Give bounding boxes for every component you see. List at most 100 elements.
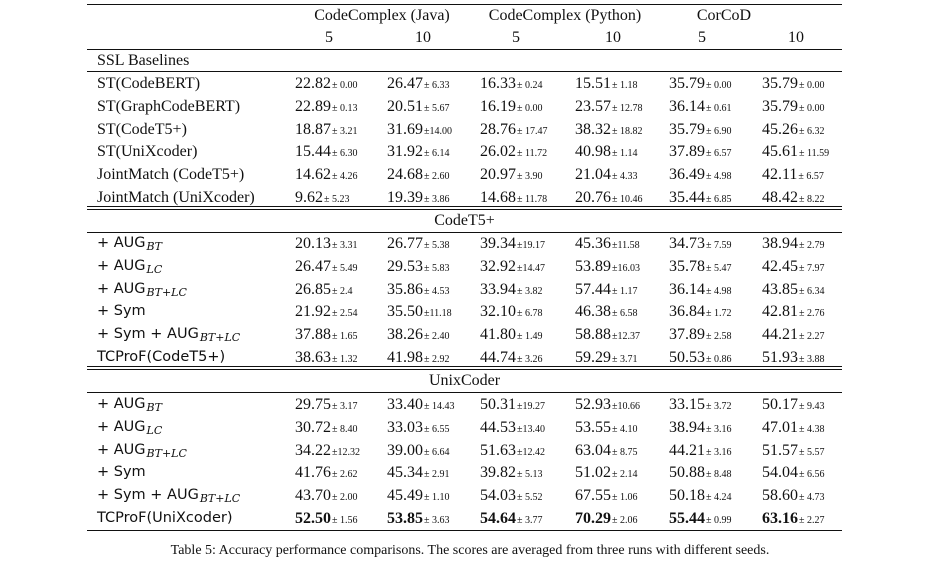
score-mean: 58.88: [575, 326, 611, 344]
score-std: ± 3.26: [517, 354, 543, 365]
score-std: ± 3.77: [517, 515, 543, 526]
score-mean: 16.19: [480, 97, 516, 115]
score-cell: 41.80± 1.49: [480, 323, 543, 346]
section-title: UnixCoder: [428, 372, 501, 389]
score-cell: 57.44± 1.17: [575, 278, 638, 301]
table-caption: Table 5: Accuracy performance comparison…: [170, 543, 770, 558]
score-cell: 39.00± 6.64: [387, 439, 450, 462]
score-mean: 35.86: [387, 280, 423, 298]
score-mean: 43.70: [295, 487, 331, 505]
score-std: ± 3.16: [706, 446, 732, 458]
score-mean: 48.42: [762, 189, 798, 206]
table-row: + Sym + AUGBT+LC 37.88± 1.65 38.26± 2.40 41…: [87, 323, 842, 346]
score-std: ± 1.56: [332, 515, 358, 526]
score-std: ±12.37: [612, 331, 640, 343]
section-rule: [87, 71, 842, 72]
table-row: + AUGBT+LC 26.85± 2.4 35.86± 4.53 33.94± 3.…: [87, 278, 842, 301]
row-label: + AUGBT+LC: [97, 278, 187, 301]
score-std: ±12.32: [332, 446, 360, 458]
score-cell: 44.53±13.40: [480, 416, 545, 439]
table-row: + AUGLC 30.72± 8.40 33.03± 6.55 44.53±13.40…: [87, 416, 842, 439]
score-std: ± 3.82: [517, 285, 543, 297]
score-std: ± 2.79: [799, 240, 825, 251]
score-mean: 53.85: [387, 510, 423, 527]
row-label-text: ST(UniXcoder): [97, 143, 198, 161]
section-title: SSL Baselines: [97, 52, 190, 69]
score-mean: 31.69: [387, 120, 423, 138]
score-mean: 58.60: [762, 487, 798, 505]
score-mean: 38.63: [295, 349, 331, 366]
score-mean: 20.76: [575, 189, 611, 206]
bottom-rule: [87, 530, 842, 531]
score-mean: 35.44: [669, 189, 705, 206]
table-row: TCProF(CodeT5+) 38.63± 1.32 41.98± 2.92 44.…: [87, 346, 842, 369]
score-mean: 32.10: [480, 303, 516, 321]
score-mean: 37.88: [295, 326, 331, 344]
table-row: ST(GraphCodeBERT) 22.89± 0.13 20.51± 5.67 1…: [87, 95, 842, 118]
score-std: ± 6.33: [424, 80, 450, 91]
score-mean: 63.04: [575, 441, 611, 459]
score-cell: 16.19± 0.00: [480, 95, 543, 118]
score-cell: 35.79± 6.90: [669, 118, 732, 141]
score-std: ± 17.47: [517, 125, 548, 137]
score-std: ± 0.61: [706, 102, 732, 114]
score-mean: 38.32: [575, 120, 611, 138]
score-std: ± 3.86: [424, 194, 450, 205]
row-label-text: + AUG: [97, 396, 146, 412]
score-mean: 50.17: [762, 396, 798, 413]
row-label: + AUGBT: [97, 232, 162, 255]
score-cell: 14.62± 4.26: [295, 163, 358, 186]
row-label-text: ST(CodeT5+): [97, 120, 187, 138]
score-std: ± 0.00: [332, 80, 358, 91]
score-std: ±12.42: [517, 446, 545, 458]
score-std: ± 8.48: [706, 469, 732, 481]
score-std: ± 2.4: [332, 285, 353, 297]
score-std: ± 6.78: [517, 308, 543, 320]
score-cell: 36.14± 0.61: [669, 95, 732, 118]
score-mean: 44.53: [480, 418, 516, 436]
score-cell: 54.03± 5.52: [480, 484, 543, 507]
score-cell: 42.81± 2.76: [762, 300, 825, 323]
row-label: + AUGLC: [97, 416, 162, 439]
score-cell: 43.85± 6.34: [762, 278, 825, 301]
row-label: + Sym: [97, 300, 146, 323]
score-mean: 19.39: [387, 189, 423, 206]
score-std: ± 1.65: [332, 331, 358, 343]
score-std: ± 6.57: [706, 148, 732, 160]
score-std: ±11.18: [424, 308, 452, 320]
score-std: ± 11.78: [517, 194, 548, 205]
score-mean: 15.44: [295, 143, 331, 161]
score-cell: 54.64± 3.77: [480, 507, 543, 530]
row-label-subscript: BT: [146, 240, 162, 253]
score-mean: 45.34: [387, 464, 423, 482]
score-cell: 44.21± 2.27: [762, 323, 825, 346]
score-cell: 50.18± 4.24: [669, 484, 732, 507]
score-cell: 70.29± 2.06: [575, 507, 638, 530]
score-cell: 50.17± 9.43: [762, 393, 825, 416]
score-mean: 45.49: [387, 487, 423, 505]
score-cell: 35.86± 4.53: [387, 278, 450, 301]
score-std: ± 1.14: [612, 148, 638, 160]
score-cell: 40.98± 1.14: [575, 140, 638, 163]
score-cell: 38.32± 18.82: [575, 118, 643, 141]
score-cell: 39.34±19.17: [480, 232, 545, 255]
header-shot: 5: [325, 29, 333, 46]
score-cell: 34.22±12.32: [295, 439, 360, 462]
score-cell: 53.55± 4.10: [575, 416, 638, 439]
score-mean: 18.87: [295, 120, 331, 138]
score-cell: 41.98± 2.92: [387, 346, 450, 369]
score-mean: 26.47: [295, 257, 331, 275]
score-cell: 42.45± 7.97: [762, 255, 825, 278]
score-std: ± 5.13: [517, 469, 543, 481]
score-mean: 45.61: [762, 143, 798, 161]
row-label: + Sym + AUGBT+LC: [97, 484, 240, 507]
score-cell: 21.92± 2.54: [295, 300, 358, 323]
score-cell: 51.02± 2.14: [575, 461, 638, 484]
score-mean: 33.15: [669, 396, 705, 413]
score-cell: 15.51± 1.18: [575, 72, 638, 95]
score-std: ± 3.88: [799, 354, 825, 365]
row-label-subscript: LC: [146, 423, 163, 437]
score-cell: 35.50±11.18: [387, 300, 452, 323]
score-mean: 33.03: [387, 418, 423, 436]
score-cell: 37.89± 2.58: [669, 323, 732, 346]
